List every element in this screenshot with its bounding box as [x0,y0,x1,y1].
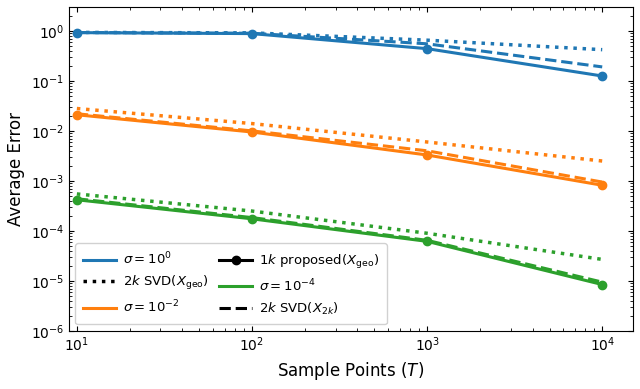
Y-axis label: Average Error: Average Error [7,112,25,226]
X-axis label: Sample Points ($T$): Sample Points ($T$) [277,360,424,382]
Legend: $\sigma = 10^{0}$, $2k$ SVD$(X_\mathrm{geo})$, $\sigma = 10^{-2}$, $1k$ proposed: $\sigma = 10^{0}$, $2k$ SVD$(X_\mathrm{g… [76,243,387,324]
